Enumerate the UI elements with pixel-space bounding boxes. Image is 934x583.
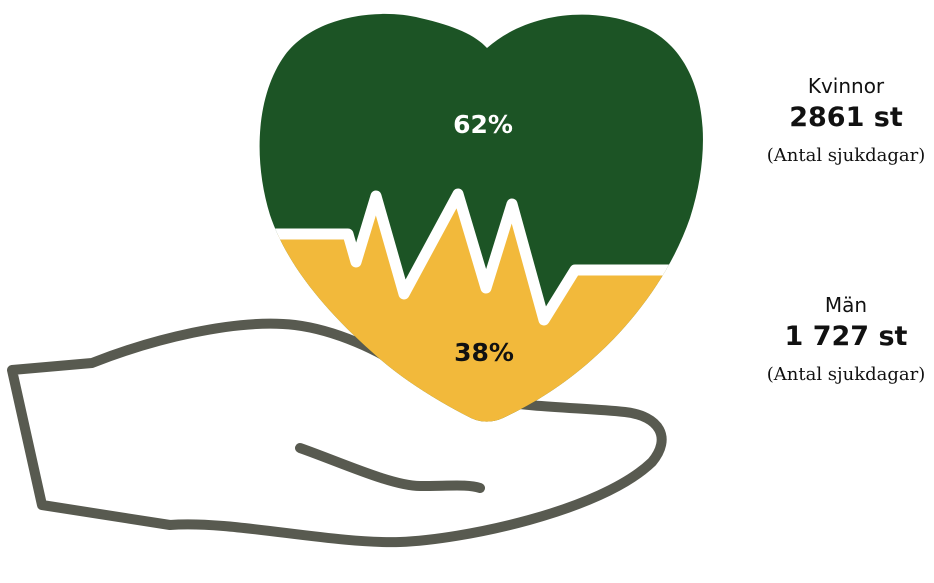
women-label: Kvinnor	[807, 74, 885, 98]
heart-icon	[259, 13, 703, 422]
heartbeat-icon	[259, 188, 703, 326]
men-note: (Antal sjukdagar)	[766, 364, 926, 385]
men-label: Män	[824, 293, 868, 317]
women-note: (Antal sjukdagar)	[766, 145, 926, 166]
men-percentage: 38%	[454, 338, 514, 367]
women-count: 2861 st	[789, 102, 903, 133]
women-percentage: 62%	[453, 110, 513, 139]
hand-icon	[7, 318, 667, 548]
men-count: 1 727 st	[784, 321, 908, 352]
women-stat: Kvinnor 2861 st (Antal sjukdagar)	[736, 74, 934, 168]
men-stat: Män 1 727 st (Antal sjukdagar)	[736, 293, 934, 387]
